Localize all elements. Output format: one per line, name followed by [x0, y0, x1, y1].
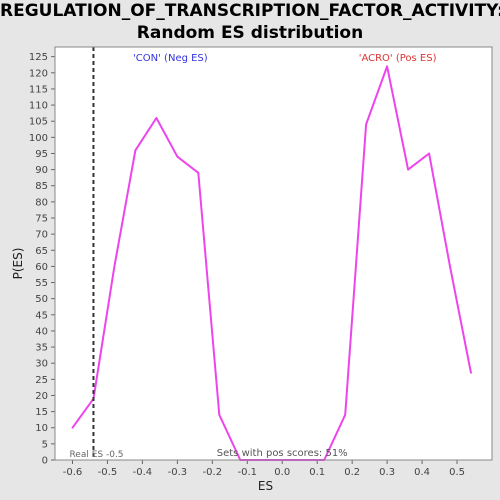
y-tick-label: 35 [35, 343, 48, 354]
data-point [344, 413, 347, 416]
data-point [176, 155, 179, 158]
x-tick-label: 0.1 [309, 467, 325, 478]
y-tick-label: 85 [35, 181, 48, 192]
data-point [428, 152, 430, 155]
chart-title-line-2: Random ES distribution [136, 23, 364, 43]
y-tick-label: 125 [29, 52, 48, 63]
data-point [386, 65, 389, 68]
x-tick-label: -0.4 [133, 467, 153, 478]
y-axis-label: P(ES) [11, 248, 25, 280]
y-tick-label: 30 [35, 359, 48, 370]
y-tick-label: 0 [42, 456, 48, 467]
data-point [134, 149, 137, 152]
x-tick-label: -0.3 [168, 467, 188, 478]
y-tick-label: 90 [35, 165, 48, 176]
y-tick-label: 65 [35, 246, 48, 257]
y-tick-label: 80 [35, 197, 48, 208]
y-tick-label: 120 [29, 68, 48, 79]
x-tick-label: 0.0 [274, 467, 290, 478]
x-tick-label: 0.3 [379, 467, 395, 478]
y-tick-label: 15 [35, 407, 48, 418]
y-tick-label: 115 [29, 84, 48, 95]
data-point [155, 117, 158, 119]
data-point [218, 413, 221, 416]
plot-area [55, 47, 492, 460]
x-axis-label: ES [258, 479, 273, 493]
data-point [407, 168, 409, 171]
x-tick-label: -0.5 [98, 467, 118, 478]
neg-es-label: 'CON' (Neg ES) [133, 53, 208, 64]
x-tick-label: 0.4 [414, 467, 430, 478]
chart-title-line-1: REGULATION_OF_TRANSCRIPTION_FACTOR_ACTIV… [0, 1, 500, 21]
plot-border [54, 46, 493, 461]
data-point [449, 265, 451, 268]
pos-scores-label: Sets with pos scores: 51% [217, 448, 348, 459]
data-point [197, 171, 200, 174]
y-tick-label: 110 [29, 101, 48, 112]
chart-title: REGULATION_OF_TRANSCRIPTION_FACTOR_ACTIV… [0, 0, 500, 44]
y-tick-label: 70 [35, 230, 48, 241]
y-tick-label: 95 [35, 149, 48, 160]
y-tick-label: 105 [29, 117, 48, 128]
y-tick-label: 60 [35, 262, 48, 273]
y-tick-label: 20 [35, 391, 48, 402]
y-tick-label: 40 [35, 326, 48, 337]
x-tick-label: 0.2 [344, 467, 360, 478]
y-tick-label: 100 [29, 133, 48, 144]
data-point [470, 371, 472, 374]
y-tick-label: 5 [42, 439, 48, 450]
y-tick-label: 10 [35, 423, 48, 434]
x-tick-label: -0.1 [238, 467, 258, 478]
y-tick-label: 55 [35, 278, 48, 289]
x-tick-label: -0.6 [63, 467, 83, 478]
data-point [113, 265, 116, 268]
data-point [71, 426, 74, 429]
y-tick-label: 50 [35, 294, 48, 305]
pos-es-label: 'ACRO' (Pos ES) [359, 53, 437, 64]
y-tick-label: 75 [35, 214, 48, 225]
real-es-label: Real ES -0.5 [69, 450, 123, 460]
x-tick-label: -0.2 [203, 467, 223, 478]
data-point [365, 123, 368, 126]
y-tick-label: 45 [35, 310, 48, 321]
x-tick-label: 0.5 [449, 467, 465, 478]
y-tick-label: 25 [35, 375, 48, 386]
